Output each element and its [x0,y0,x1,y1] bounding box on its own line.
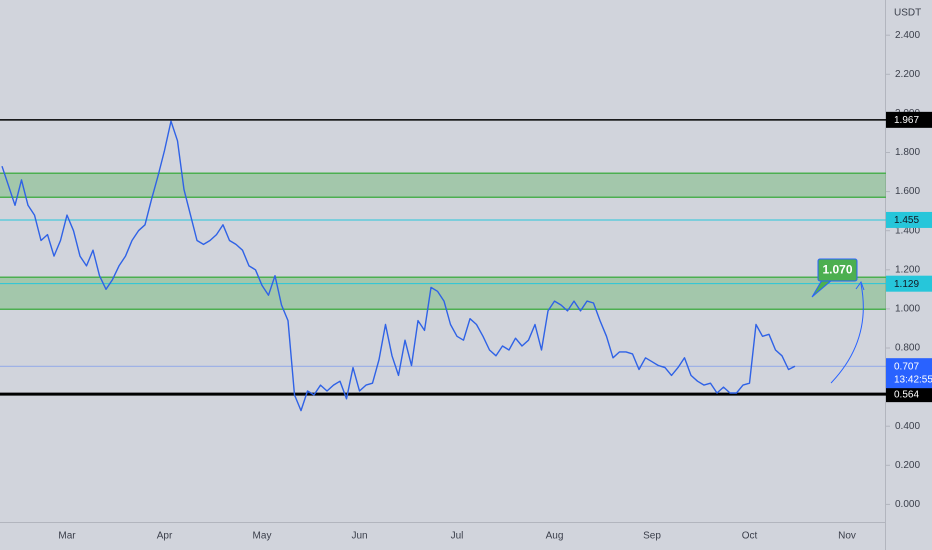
y-tick-label: 0.200 [895,460,920,471]
last-price-box [886,358,932,389]
x-tick-label: May [253,531,272,542]
y-tick-label: 0.800 [895,343,920,354]
x-tick-label: Aug [546,531,564,542]
price-label-box [886,275,932,292]
callout-text: 1.070 [822,263,852,277]
price-label: 0.564 [894,389,919,400]
y-tick-label: 1.200 [895,264,920,275]
axis-unit: USDT [894,8,921,19]
zone [0,277,886,310]
callout-box [817,258,858,282]
price-line [1,120,796,412]
y-tick-label: 1.400 [895,225,920,236]
arrow [830,283,864,384]
price-label: 1.967 [894,115,919,126]
y-tick-label: 1.600 [895,186,920,197]
price-label: 1.455 [894,215,919,226]
x-tick-label: Oct [742,531,758,542]
countdown: 13:42:55 [894,374,932,385]
x-tick-label: Apr [157,531,173,542]
price-label-box [886,386,932,403]
x-tick-label: Jun [351,531,367,542]
price-label-box [886,211,932,228]
y-tick-label: 2.200 [895,69,920,80]
x-tick-label: Mar [58,531,76,542]
x-tick-label: Nov [838,531,856,542]
arrow-head [855,280,865,291]
zone [0,173,886,198]
y-tick-label: 2.400 [895,30,920,41]
last-price-label: 0.707 [894,361,919,372]
price-label-box [886,111,932,128]
x-tick-label: Sep [643,531,661,542]
x-tick-label: Jul [451,531,464,542]
y-tick-label: 0.400 [895,421,920,432]
y-tick-label: 1.800 [895,147,920,158]
y-tick-label: 1.000 [895,304,920,315]
price-label: 1.129 [894,279,919,290]
y-tick-label: 0.000 [895,499,920,510]
